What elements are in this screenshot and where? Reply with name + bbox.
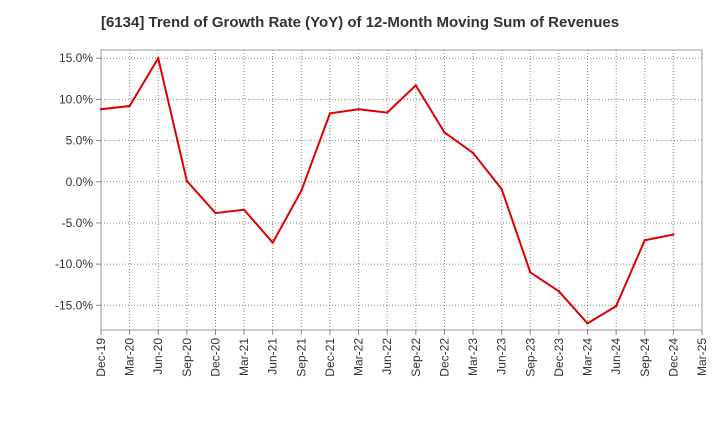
- data-point: [529, 271, 532, 274]
- x-tick-label: Mar-24: [581, 338, 595, 376]
- data-point: [271, 241, 274, 244]
- x-tick-label: Jun-24: [609, 338, 623, 375]
- chart-title: [6134] Trend of Growth Rate (YoY) of 12-…: [100, 14, 620, 31]
- x-tick-label: Dec-21: [323, 338, 337, 377]
- data-point: [586, 322, 589, 325]
- data-point: [214, 211, 217, 215]
- x-tick-label: Sep-21: [294, 338, 308, 377]
- y-tick-label: 15.0%: [59, 51, 93, 65]
- data-point: [328, 112, 332, 115]
- data-point: [471, 151, 475, 155]
- data-point: [157, 57, 160, 60]
- y-tick-label: -10.0%: [55, 257, 93, 271]
- data-point: [643, 239, 646, 242]
- data-point: [385, 111, 389, 114]
- x-tick-label: Jun-20: [151, 338, 165, 375]
- x-tick-label: Jun-21: [266, 338, 280, 375]
- x-tick-label: Jun-23: [495, 338, 509, 375]
- x-tick-label: Dec-24: [666, 338, 680, 377]
- x-tick-label: Mar-22: [352, 338, 366, 376]
- y-tick-label: 10.0%: [59, 92, 93, 106]
- data-point: [128, 104, 131, 108]
- plot-area-frame: [100, 49, 703, 331]
- y-tick-label: -5.0%: [62, 216, 94, 230]
- x-tick-label: Sep-23: [523, 338, 537, 377]
- data-point: [672, 233, 675, 236]
- data-point: [185, 179, 189, 183]
- x-tick-label: Sep-20: [180, 338, 194, 377]
- data-point: [414, 84, 418, 87]
- x-tick-label: Jun-22: [380, 338, 394, 375]
- data-point: [300, 189, 303, 193]
- series-layer: [99, 57, 675, 325]
- data-point: [557, 290, 561, 293]
- x-tick-label: Dec-22: [437, 338, 451, 377]
- x-tick-label: Sep-22: [409, 338, 423, 377]
- data-point: [443, 131, 446, 134]
- x-tick-label: Mar-23: [466, 338, 480, 376]
- grid-lines: [101, 50, 702, 330]
- data-point: [242, 208, 246, 211]
- x-tick-label: Dec-20: [208, 338, 222, 377]
- x-axis: Dec-19 Mar-20 Jun-20 Sep-20 Dec-20 Mar-21 Jun-…: [94, 330, 709, 377]
- x-tick-label: Mar-20: [123, 338, 137, 376]
- data-point: [357, 108, 360, 111]
- data-point: [500, 187, 503, 191]
- y-tick-label: 5.0%: [66, 134, 94, 148]
- x-tick-label: Mar-21: [237, 338, 251, 376]
- y-tick-label: 0.0%: [66, 175, 94, 189]
- x-tick-label: Sep-24: [638, 338, 652, 377]
- data-point: [614, 304, 618, 308]
- y-axis: 15.0% 10.0% 5.0% 0.0% -5.0% -10.0% -15.0%: [55, 51, 101, 312]
- x-tick-label: Dec-19: [94, 338, 108, 377]
- x-tick-label: Mar-25: [695, 338, 709, 376]
- y-tick-label: -15.0%: [55, 298, 93, 312]
- data-point: [99, 108, 103, 111]
- x-tick-label: Dec-23: [552, 338, 566, 377]
